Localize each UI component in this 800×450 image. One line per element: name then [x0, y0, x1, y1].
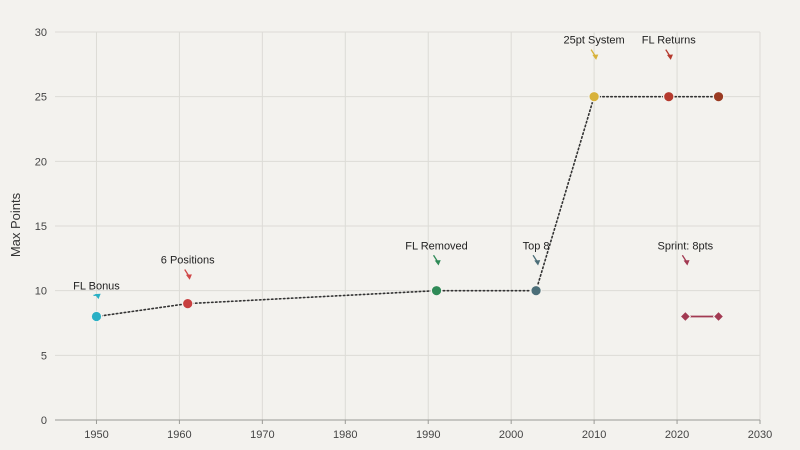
x-tick-label: 1970 — [250, 429, 274, 441]
annotation-arrowhead — [185, 274, 192, 280]
y-tick-label: 25 — [35, 92, 47, 104]
grid — [55, 31, 761, 421]
y-tick-label: 0 — [41, 415, 47, 427]
series — [90, 90, 725, 323]
data-point-diamond — [679, 310, 692, 323]
data-point-diamond — [712, 310, 725, 323]
annotation-label: FL Returns — [642, 35, 697, 47]
x-tick-label: 1950 — [84, 429, 108, 441]
annotation-label: 25pt System — [564, 35, 625, 47]
annotation-label: FL Bonus — [73, 280, 120, 292]
data-point — [712, 90, 725, 103]
data-point — [430, 284, 443, 297]
x-tick-label: 2000 — [499, 429, 523, 441]
annotation-arrowhead — [434, 260, 441, 266]
annotation-label: FL Removed — [405, 240, 468, 252]
annotation-arrowhead — [534, 260, 541, 266]
annotation-arrowhead — [683, 260, 690, 266]
data-point — [90, 310, 103, 323]
annotation-arrowhead — [592, 54, 599, 60]
x-tick-label: 2020 — [665, 429, 689, 441]
x-tick-label: 1960 — [167, 429, 191, 441]
axes — [55, 419, 761, 424]
y-tick-label: 15 — [35, 221, 47, 233]
annotation-label: Top 8 — [523, 240, 550, 252]
data-point — [588, 90, 600, 103]
data-point — [181, 297, 194, 310]
annotation-label: Sprint: 8pts — [658, 240, 714, 252]
series-line — [95, 95, 720, 318]
x-tick-label: 2010 — [582, 429, 606, 441]
y-tick-label: 5 — [41, 350, 47, 362]
x-tick-label: 2030 — [748, 429, 772, 441]
annotations: FL Bonus 6 Positions FL Removed Top 8 25pt S… — [73, 35, 714, 300]
x-tick-label: 1990 — [416, 429, 440, 441]
annotation-arrowhead — [666, 54, 673, 60]
y-tick-label: 20 — [35, 156, 47, 168]
data-point — [662, 90, 675, 103]
y-tick-label: 10 — [35, 286, 47, 298]
x-tick-label: 1980 — [333, 429, 357, 441]
annotation-arrowhead — [94, 293, 101, 300]
y-tick-label: 30 — [35, 27, 47, 39]
annotation-label: 6 Positions — [161, 255, 215, 267]
tick-labels: 1950 1960 1970 1980 1990 2000 2010 2020 20300510… — [35, 27, 772, 441]
y-axis-title: Max Points — [8, 192, 23, 257]
data-point — [530, 284, 542, 297]
